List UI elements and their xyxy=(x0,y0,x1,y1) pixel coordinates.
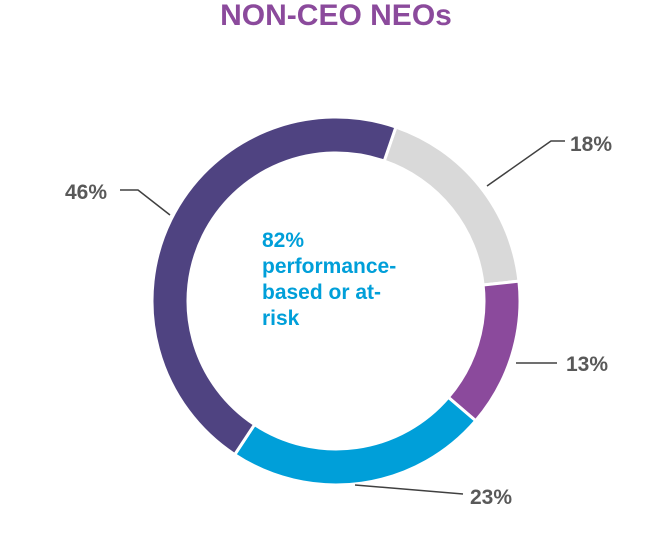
center-label-line: based or at- xyxy=(262,281,382,304)
center-label-line: 82% xyxy=(262,229,305,252)
chart-title: NON-CEO NEOs xyxy=(220,0,452,32)
leader-line xyxy=(486,140,565,187)
center-label-line: risk xyxy=(262,307,300,330)
center-label-line: performance- xyxy=(262,255,397,278)
slice-label: 46% xyxy=(65,181,107,204)
center-label: 82% performance- based or at- risk xyxy=(262,228,442,332)
donut-slice xyxy=(150,115,398,457)
slice-label: 13% xyxy=(566,353,608,376)
slice-label: 18% xyxy=(570,133,612,156)
leader-line xyxy=(120,189,171,216)
donut-slice xyxy=(446,279,522,423)
leader-line xyxy=(354,484,464,495)
slice-label: 23% xyxy=(470,486,512,509)
donut-slice xyxy=(232,395,478,487)
